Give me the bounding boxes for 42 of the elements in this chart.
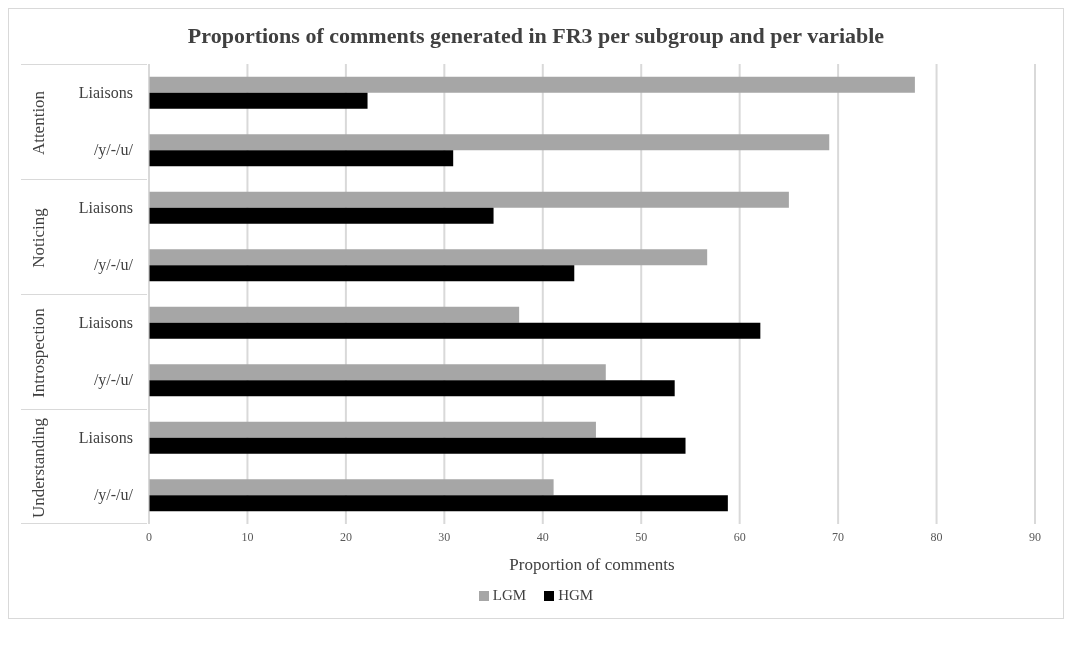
- y-tick-label: Liaisons: [78, 428, 133, 446]
- bar: [149, 76, 915, 93]
- y-tick-label: /y/-/u/: [93, 486, 134, 505]
- bar: [149, 92, 368, 109]
- x-tick-label: 90: [1029, 529, 1041, 544]
- bar: [149, 421, 596, 438]
- y-tick-label: /y/-/u/: [93, 371, 134, 390]
- y-tick-label: /y/-/u/: [93, 141, 134, 160]
- bar: [149, 380, 675, 397]
- x-tick-label: 0: [146, 529, 152, 544]
- text: Understanding: [29, 417, 49, 518]
- text: Attention: [29, 90, 49, 155]
- bar: [149, 191, 789, 208]
- legend-label: HGM: [557, 587, 594, 604]
- x-tick-label: 50: [635, 529, 648, 544]
- bar: [149, 134, 830, 151]
- legend-label: LGM: [491, 587, 527, 604]
- bar: [149, 207, 494, 224]
- bar: [149, 249, 708, 266]
- x-tick-label: 30: [438, 529, 451, 544]
- x-tick-label: 20: [339, 529, 352, 544]
- y-tick-label: Liaisons: [78, 83, 133, 101]
- y-tick-label: Liaisons: [78, 198, 133, 216]
- x-tick-label: 40: [536, 529, 549, 544]
- x-axis-title: Proportion of comments: [509, 555, 675, 574]
- text: Introspection: [29, 307, 49, 398]
- bar: [149, 364, 606, 381]
- y-tick-label: /y/-/u/: [93, 256, 134, 275]
- bar: [149, 495, 728, 512]
- bar: [149, 479, 554, 496]
- x-tick-label: 60: [733, 529, 746, 544]
- bar: [149, 437, 686, 454]
- x-tick-label: 80: [930, 529, 943, 544]
- bar: [149, 150, 454, 167]
- y-tick-label: Liaisons: [78, 313, 133, 331]
- bar: [149, 265, 575, 282]
- bar: [149, 306, 520, 323]
- x-tick-label: 70: [832, 529, 845, 544]
- bar: [149, 322, 761, 339]
- chart-title: Proportions of comments generated in FR3 per subgroup and per variable: [186, 22, 886, 50]
- x-tick-label: 10: [241, 529, 254, 544]
- text: Noticing: [29, 207, 49, 268]
